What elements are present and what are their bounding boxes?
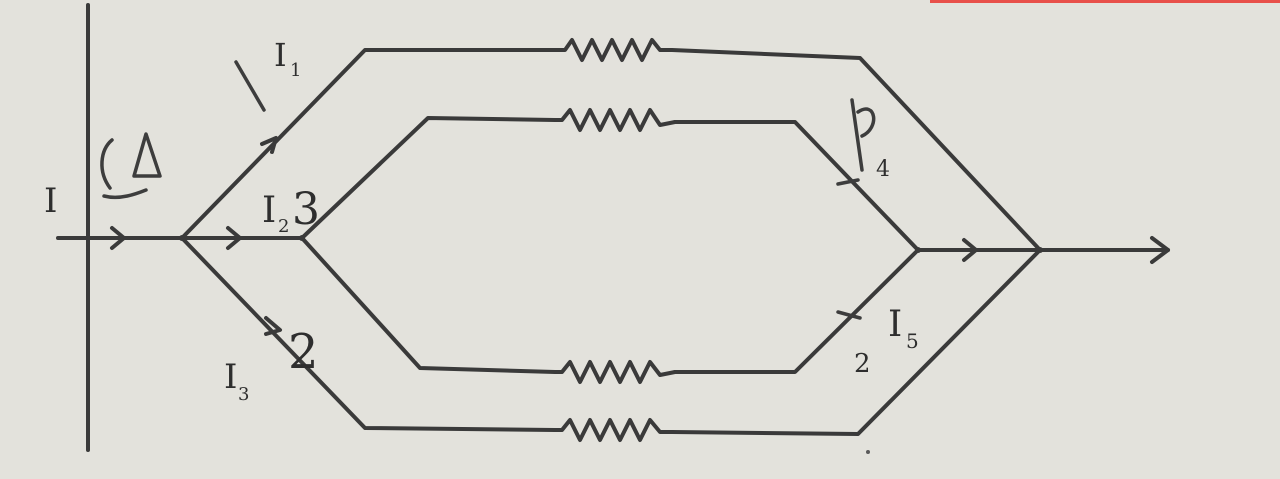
i1-arrow [260, 136, 278, 154]
handwritten-i4-loop [856, 107, 876, 138]
outer-top-wire-right [670, 48, 1042, 252]
handwritten-slash-mark [234, 60, 266, 112]
outer-bottom-wire-right [670, 248, 1042, 436]
label-i3: I [224, 357, 237, 397]
inner-bottom-wire-right [673, 248, 920, 374]
middle-right-arrow [962, 238, 978, 262]
inner-top-wire-right [673, 120, 920, 252]
top-red-strip [930, 0, 1280, 3]
label-i1-sub: 1 [290, 60, 301, 81]
handwritten-i4-stroke [850, 98, 864, 172]
resistor-inner-top [555, 108, 676, 132]
label-i2: I [262, 190, 276, 231]
outer-top-wire-left [180, 48, 557, 240]
handwritten-delta-mark [132, 132, 162, 178]
label-i5-note: 2 [854, 349, 871, 379]
input-arrow [110, 226, 126, 250]
i3-arrow [264, 316, 282, 336]
inner-top-wire-left [300, 116, 557, 240]
label-main-current: I [44, 181, 57, 221]
label-i5-sub: 5 [906, 329, 919, 353]
label-i3-note: 2 [288, 324, 319, 380]
label-i2-sub: 2 [278, 216, 289, 237]
label-i5: I [888, 304, 902, 345]
resistor-inner-bottom [555, 360, 676, 384]
i4-tick [836, 178, 860, 186]
handwritten-smudge-mark [102, 188, 148, 200]
handwritten-paren-mark [100, 138, 114, 190]
i5-tick [836, 310, 862, 320]
inner-bottom-wire-left [300, 236, 557, 374]
label-i4-sub: 4 [876, 157, 890, 182]
output-arrow [1150, 236, 1170, 264]
label-i1: I [274, 36, 287, 74]
label-i2-note: 3 [292, 184, 320, 235]
stray-dot [866, 450, 870, 454]
label-i3-sub: 3 [238, 384, 249, 405]
resistor-outer-bottom [555, 418, 672, 442]
resistor-outer-top [555, 38, 672, 62]
i2-arrow [226, 226, 242, 250]
outer-bottom-wire-left [180, 236, 557, 432]
